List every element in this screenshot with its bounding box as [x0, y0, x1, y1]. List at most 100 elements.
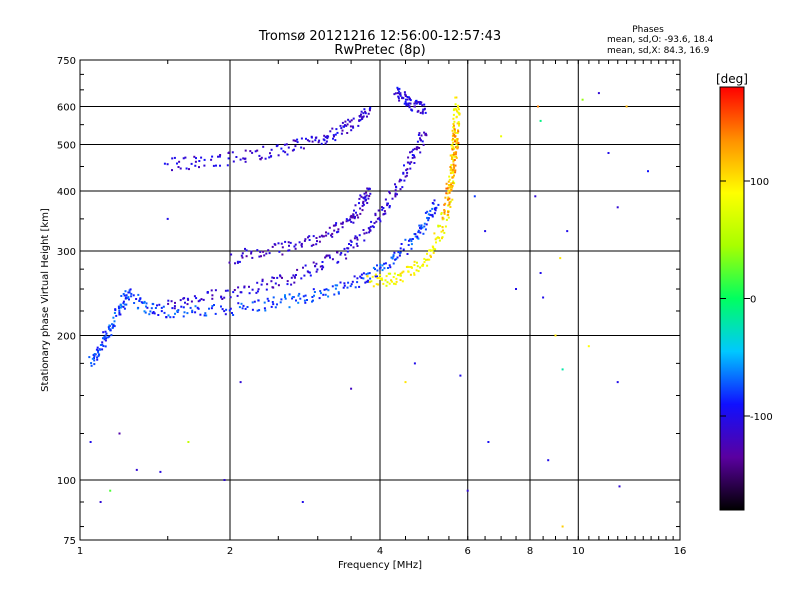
- echo-point: [272, 277, 275, 279]
- echo-point: [387, 272, 390, 275]
- echo-point: [377, 283, 380, 286]
- echo-point: [406, 168, 409, 171]
- echo-point: [157, 314, 160, 316]
- echo-point: [322, 235, 325, 238]
- echo-point: [293, 275, 296, 278]
- echo-point: [351, 125, 354, 128]
- echo-point: [345, 257, 348, 260]
- echo-point: [343, 125, 345, 128]
- scatter-point: [109, 489, 112, 492]
- echo-point: [439, 224, 442, 227]
- echo-point: [276, 276, 279, 279]
- echo-point: [359, 194, 362, 197]
- echo-point: [440, 230, 443, 233]
- echo-point: [394, 192, 397, 195]
- echo-point: [389, 272, 392, 275]
- echo-point: [276, 303, 278, 306]
- echo-point: [251, 301, 254, 304]
- echo-point: [393, 93, 396, 96]
- echo-point: [183, 311, 186, 314]
- echo-point: [378, 267, 381, 270]
- echo-point: [341, 121, 344, 124]
- echo-point: [345, 218, 348, 221]
- echo-point: [194, 160, 197, 163]
- echo-point: [443, 210, 446, 213]
- echo-point: [401, 186, 404, 189]
- echo-point: [394, 283, 397, 286]
- echo-point: [351, 280, 354, 283]
- echo-point: [327, 254, 330, 257]
- echo-point: [455, 155, 458, 158]
- echo-point: [423, 222, 426, 225]
- echo-point: [322, 293, 325, 296]
- echo-point: [431, 207, 434, 210]
- echo-point: [254, 150, 257, 153]
- echo-point: [399, 272, 402, 275]
- echo-point: [447, 216, 450, 219]
- echo-point: [457, 111, 460, 114]
- echo-point: [403, 91, 406, 94]
- echo-point: [176, 310, 179, 313]
- echo-point: [340, 252, 343, 254]
- echo-point: [399, 274, 402, 277]
- echo-point: [429, 254, 432, 257]
- echo-point: [119, 313, 122, 316]
- echo-point: [445, 192, 448, 195]
- echo-point: [179, 299, 182, 302]
- echo-point: [308, 271, 311, 274]
- echo-point: [273, 243, 276, 246]
- echo-point: [324, 136, 327, 139]
- echo-point: [133, 302, 136, 304]
- echo-point: [321, 261, 324, 263]
- echo-point: [421, 140, 424, 143]
- echo-point: [380, 277, 383, 280]
- echo-point: [409, 167, 412, 170]
- echo-point: [398, 99, 401, 102]
- echo-point: [112, 324, 115, 327]
- echo-point: [219, 154, 222, 156]
- echo-point: [127, 291, 130, 294]
- echo-point: [303, 274, 306, 277]
- echo-point: [447, 180, 450, 183]
- echo-point: [408, 162, 411, 165]
- echo-point: [452, 168, 455, 171]
- echo-point: [227, 157, 230, 160]
- echo-point: [341, 129, 344, 132]
- echo-point: [409, 238, 411, 241]
- echo-point: [93, 355, 96, 358]
- x-tick-label: 4: [377, 546, 383, 557]
- echo-point: [180, 305, 183, 308]
- plot-frame: [79, 59, 681, 541]
- echo-point: [413, 105, 416, 108]
- echo-point: [125, 297, 128, 300]
- echo-point: [333, 135, 335, 138]
- chart-header: Tromsø 20121216 12:56:00-12:57:43 RwPret…: [258, 25, 714, 58]
- colorbar-ticks: 100 0 -100: [720, 177, 773, 423]
- echo-point: [307, 271, 310, 274]
- echo-point: [288, 306, 291, 309]
- echo-point: [430, 255, 432, 258]
- echo-point: [404, 238, 407, 241]
- echo-point: [452, 141, 455, 144]
- echo-point: [349, 285, 352, 288]
- echo-point: [457, 129, 459, 132]
- echo-point: [302, 147, 305, 150]
- echo-point: [337, 230, 340, 233]
- echo-point: [130, 295, 133, 298]
- echo-point: [443, 209, 446, 211]
- echo-point: [402, 172, 405, 175]
- echo-point: [269, 152, 271, 155]
- echo-point: [184, 156, 187, 159]
- echo-point: [324, 142, 327, 145]
- echo-point: [111, 323, 113, 326]
- echo-point: [279, 301, 282, 304]
- echo-point: [223, 310, 226, 313]
- echo-point: [194, 311, 197, 314]
- echo-point: [400, 243, 403, 245]
- echo-point: [366, 187, 369, 190]
- echo-point: [438, 236, 441, 239]
- echo-point: [391, 280, 393, 283]
- echo-point: [451, 198, 454, 201]
- echo-point: [358, 234, 361, 237]
- echo-point: [437, 225, 440, 228]
